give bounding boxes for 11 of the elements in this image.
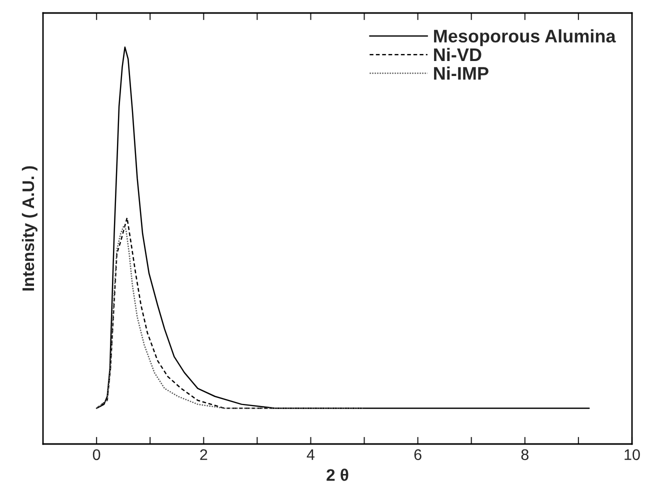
legend-label: Ni-VD [434,48,482,61]
legend-label: Mesoporous Alumina [434,29,616,46]
y-axis-title: Intensity ( A.U. ) [22,166,38,290]
x-tick-label: 10 [624,449,640,460]
x-tick-label: 6 [414,449,422,460]
x-tick-label: 4 [306,449,315,460]
x-tick-label: 0 [92,449,100,460]
legend-label: Ni-IMP [434,66,488,80]
x-tick-label: 2 [200,449,208,460]
x-axis-title: 2 θ [326,468,348,481]
x-tick-label: 8 [521,449,528,460]
